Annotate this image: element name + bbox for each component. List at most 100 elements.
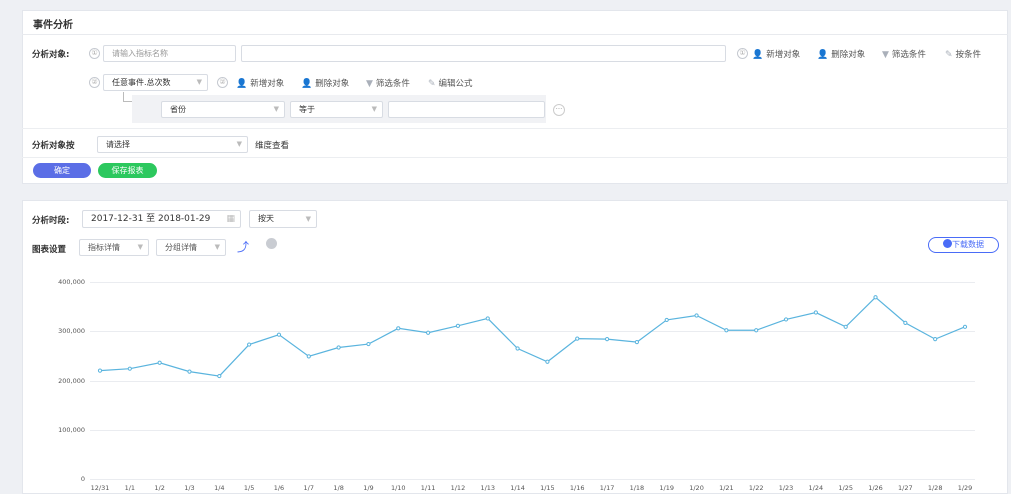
y-tick-label: 0: [80, 475, 85, 483]
x-tick-label: 1/23: [778, 484, 794, 492]
row1-index-icon: ①: [737, 48, 748, 59]
data-point[interactable]: [724, 328, 729, 333]
x-tick-label: 1/8: [333, 484, 344, 492]
data-point[interactable]: [157, 360, 162, 365]
x-tick-label: 1/6: [273, 484, 285, 492]
x-tick-label: 1/1: [124, 484, 136, 492]
row2-delete-object[interactable]: 👤 删除对象: [301, 79, 350, 89]
series-line: [99, 296, 966, 377]
x-tick-label: 12/31: [90, 484, 110, 492]
data-point[interactable]: [604, 337, 610, 342]
metric-name-input[interactable]: 请输入指标名称: [103, 45, 236, 62]
data-point[interactable]: [783, 317, 789, 322]
confirm-button[interactable]: 确定: [33, 163, 91, 178]
metric-detail-select[interactable]: 指标详情 ▼: [79, 239, 149, 256]
data-point[interactable]: [694, 313, 699, 318]
x-tick-label: 1/14: [510, 484, 525, 492]
x-tick-label: 1/24: [808, 484, 824, 492]
analysis-object-label: 分析对象:: [32, 50, 70, 60]
x-tick-label: 1/21: [719, 484, 734, 492]
group-detail-select[interactable]: 分组详情 ▼: [156, 239, 226, 256]
gridline: [90, 331, 975, 333]
filter-value-input[interactable]: [388, 101, 545, 118]
x-tick-label: 1/17: [599, 484, 615, 492]
row2-filter-condition[interactable]: ▼ 筛选条件: [366, 79, 410, 89]
row1-by-condition[interactable]: ✎ 按条件: [945, 50, 982, 60]
x-tick-label: 1/22: [748, 484, 764, 492]
data-point[interactable]: [813, 310, 818, 315]
row1-filter-condition[interactable]: ▼ 筛选条件: [882, 50, 926, 60]
row2-number: ②: [89, 77, 100, 88]
user-delete-icon: 👤: [817, 50, 829, 60]
formula-input[interactable]: [241, 45, 726, 62]
x-tick-label: 1/10: [390, 484, 406, 492]
page-title: 事件分析: [33, 20, 73, 31]
chevron-down-icon: ▼: [371, 105, 377, 113]
data-point[interactable]: [754, 328, 759, 333]
row1-delete-object[interactable]: 👤 删除对象: [817, 50, 866, 60]
line-chart-icon[interactable]: ⤴: [237, 240, 250, 254]
save-report-button[interactable]: 保存报表: [98, 163, 157, 178]
data-point[interactable]: [873, 295, 878, 300]
y-tick-label: 200,000: [58, 376, 85, 385]
chevron-down-icon: ▼: [137, 243, 143, 251]
data-point[interactable]: [664, 317, 669, 323]
data-point[interactable]: [396, 326, 401, 331]
data-point[interactable]: [247, 342, 252, 347]
chevron-down-icon: ▼: [196, 78, 202, 86]
data-point[interactable]: [306, 354, 311, 359]
row2-add-object[interactable]: 👤 新增对象: [236, 79, 285, 89]
group-by-select[interactable]: 请选择 ▼: [97, 136, 248, 153]
data-point[interactable]: [515, 346, 520, 351]
tree-line-horizontal: [123, 101, 132, 102]
data-point[interactable]: [426, 330, 431, 335]
x-tick-label: 1/11: [420, 484, 436, 492]
gridline: [90, 282, 975, 283]
user-add-icon: 👤: [236, 79, 248, 89]
user-add-icon: 👤: [752, 50, 764, 60]
divider-2: [22, 157, 1008, 158]
x-tick-label: 1/28: [927, 484, 943, 492]
gridline: [90, 479, 975, 480]
more-options-button[interactable]: ···: [553, 104, 565, 116]
pie-chart-icon[interactable]: [266, 238, 277, 249]
user-delete-icon: 👤: [301, 79, 313, 89]
filter-operator-select[interactable]: 等于 ▼: [290, 101, 383, 118]
data-point[interactable]: [634, 339, 639, 345]
filter-field-select[interactable]: 省份 ▼: [161, 101, 285, 118]
chart-settings-label: 图表设置: [32, 245, 67, 255]
data-point[interactable]: [843, 324, 848, 329]
data-point[interactable]: [97, 368, 103, 373]
data-point[interactable]: [933, 337, 938, 342]
data-point[interactable]: [485, 316, 490, 321]
data-point[interactable]: [545, 359, 550, 364]
date-range-picker[interactable]: 2017-12-31 至 2018-01-29 ▦: [82, 210, 241, 228]
data-point[interactable]: [366, 341, 371, 347]
data-point[interactable]: [903, 320, 908, 325]
event-select[interactable]: 任意事件.总次数 ▼: [103, 74, 208, 91]
row1-add-object[interactable]: 👤 新增对象: [752, 50, 801, 60]
gridline: [90, 380, 975, 382]
data-point[interactable]: [127, 366, 132, 371]
calendar-icon: ▦: [226, 214, 235, 224]
data-point[interactable]: [217, 373, 222, 379]
data-point[interactable]: [575, 336, 580, 341]
row2-index-icon: ②: [217, 77, 228, 88]
x-tick-label: 1/26: [868, 484, 883, 492]
dimension-label: 维度查看: [255, 141, 290, 151]
granularity-select[interactable]: 按天 ▼: [249, 210, 317, 228]
data-point[interactable]: [276, 332, 282, 337]
edit-icon: ✎: [945, 50, 953, 60]
filter-icon: ▼: [366, 79, 373, 89]
x-tick-label: 1/25: [838, 484, 853, 492]
title-divider: [22, 34, 1008, 35]
data-point[interactable]: [187, 369, 192, 374]
data-point[interactable]: [455, 323, 461, 328]
row2-edit-formula[interactable]: ✎ 编辑公式: [428, 79, 473, 89]
group-by-label: 分析对象按: [32, 141, 75, 151]
data-point[interactable]: [336, 345, 341, 350]
download-data-button[interactable]: 下载数据: [928, 237, 999, 253]
chevron-down-icon: ▼: [214, 243, 220, 251]
data-point[interactable]: [962, 324, 968, 329]
